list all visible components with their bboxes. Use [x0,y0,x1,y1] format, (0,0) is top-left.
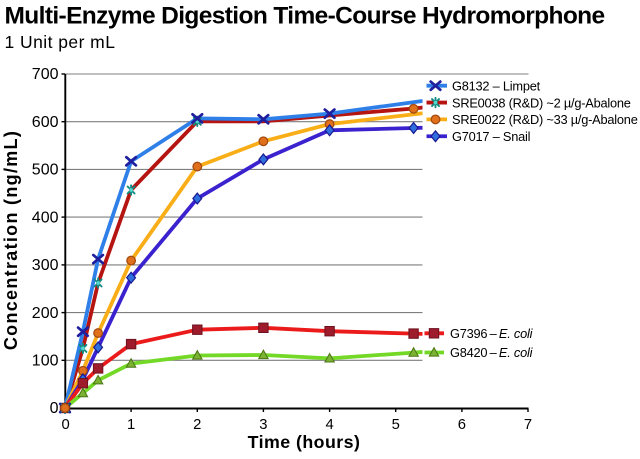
svg-text:700: 700 [32,66,59,83]
svg-text:400: 400 [32,209,59,226]
svg-text:0: 0 [61,417,69,433]
svg-text:300: 300 [32,257,59,274]
svg-text:4: 4 [325,417,333,433]
svg-text:100: 100 [32,353,59,370]
svg-text:0: 0 [50,400,59,417]
svg-text:200: 200 [32,305,59,322]
svg-text:SRE0022 (R&D) ~33 µ/g-Abalone: SRE0022 (R&D) ~33 µ/g-Abalone [452,112,638,127]
svg-text:2: 2 [193,417,201,433]
svg-text:Concentration (ng/mL): Concentration (ng/mL) [1,130,21,350]
svg-text:G7396 – E. coli: G7396 – E. coli [450,326,534,341]
svg-text:1 Unit per mL: 1 Unit per mL [5,32,116,52]
svg-text:6: 6 [458,417,466,433]
svg-text:G8420 – E. coli: G8420 – E. coli [450,345,534,360]
svg-text:600: 600 [32,114,59,131]
svg-text:1: 1 [127,417,135,433]
svg-text:G7017 – Snail: G7017 – Snail [452,129,530,144]
svg-text:7: 7 [524,417,532,433]
svg-text:Multi-Enzyme Digestion Time-Co: Multi-Enzyme Digestion Time-Course Hydro… [5,3,605,30]
svg-text:5: 5 [392,417,400,433]
svg-text:Time (hours): Time (hours) [248,432,361,452]
svg-text:SRE0038 (R&D) ~2 µ/g-Abalone: SRE0038 (R&D) ~2 µ/g-Abalone [452,95,631,110]
svg-text:500: 500 [32,162,59,179]
svg-text:G8132 – Limpet: G8132 – Limpet [452,78,541,93]
svg-text:3: 3 [259,417,267,433]
